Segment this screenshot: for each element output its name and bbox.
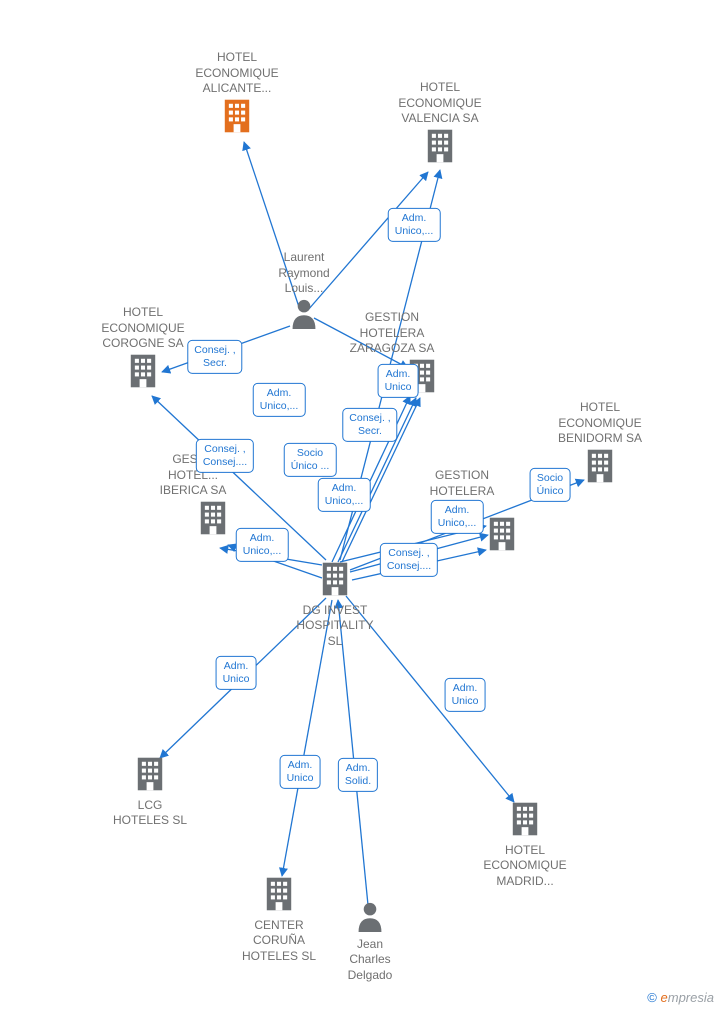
node-valencia[interactable]: HOTEL ECONOMIQUE VALENCIA SA [385, 80, 495, 169]
edge-label: Adm. Unico,... [388, 208, 441, 242]
edge-label: Consej. , Consej.... [380, 543, 438, 577]
building-icon [196, 499, 230, 537]
node-jean[interactable]: Jean Charles Delgado [315, 900, 425, 983]
edge-label: Adm. Unico,... [318, 478, 371, 512]
node-label: Jean Charles Delgado [315, 937, 425, 984]
node-corogne[interactable]: HOTEL ECONOMIQUE COROGNE SA [88, 305, 198, 394]
building-icon [220, 97, 254, 135]
node-label: HOTEL ECONOMIQUE BENIDORM SA [545, 400, 655, 447]
building-icon [262, 875, 296, 913]
building-icon [423, 127, 457, 165]
edge-label: Consej. , Consej.... [196, 439, 254, 473]
person-icon [290, 297, 318, 329]
edge-label: Socio Único [530, 468, 571, 502]
building-icon [133, 755, 167, 793]
building-icon [318, 560, 352, 598]
node-madrid[interactable]: HOTEL ECONOMIQUE MADRID... [470, 800, 580, 889]
node-label: HOTEL ECONOMIQUE ALICANTE... [182, 50, 292, 97]
building-icon [508, 800, 542, 838]
person-icon [356, 900, 384, 932]
node-label: Laurent Raymond Louis... [249, 250, 359, 297]
edge-label: Adm. Unico [216, 656, 257, 690]
node-label: HOTEL ECONOMIQUE VALENCIA SA [385, 80, 495, 127]
node-lcg[interactable]: LCG HOTELES SL [95, 755, 205, 829]
node-label: HOTEL ECONOMIQUE MADRID... [470, 843, 580, 890]
edge-label: Adm. Unico,... [236, 528, 289, 562]
edge-label: Consej. , Secr. [187, 340, 242, 374]
edge-label: Adm. Unico [445, 678, 486, 712]
edge-label: Consej. , Secr. [342, 408, 397, 442]
edge-label: Adm. Unico,... [253, 383, 306, 417]
node-label: HOTEL ECONOMIQUE COROGNE SA [88, 305, 198, 352]
brand-name: mpresia [668, 990, 714, 1005]
edge-label: Adm. Solid. [338, 758, 378, 792]
node-label: GESTION HOTELERA ZARAGOZA SA [337, 310, 447, 357]
edge-label: Socio Único ... [284, 443, 337, 477]
node-dginvest[interactable]: DG INVEST HOSPITALITY SL [280, 560, 390, 649]
node-alicante[interactable]: HOTEL ECONOMIQUE ALICANTE... [182, 50, 292, 139]
edge-label: Adm. Unico [378, 364, 419, 398]
footer-copyright: © empresia [647, 990, 714, 1005]
building-icon [583, 447, 617, 485]
edge-label: Adm. Unico,... [431, 500, 484, 534]
edge-label: Adm. Unico [280, 755, 321, 789]
building-icon [126, 352, 160, 390]
building-icon [485, 515, 519, 553]
brand-letter: e [661, 990, 668, 1005]
node-label: DG INVEST HOSPITALITY SL [280, 603, 390, 650]
node-label: LCG HOTELES SL [95, 798, 205, 829]
copyright-symbol: © [647, 990, 657, 1005]
